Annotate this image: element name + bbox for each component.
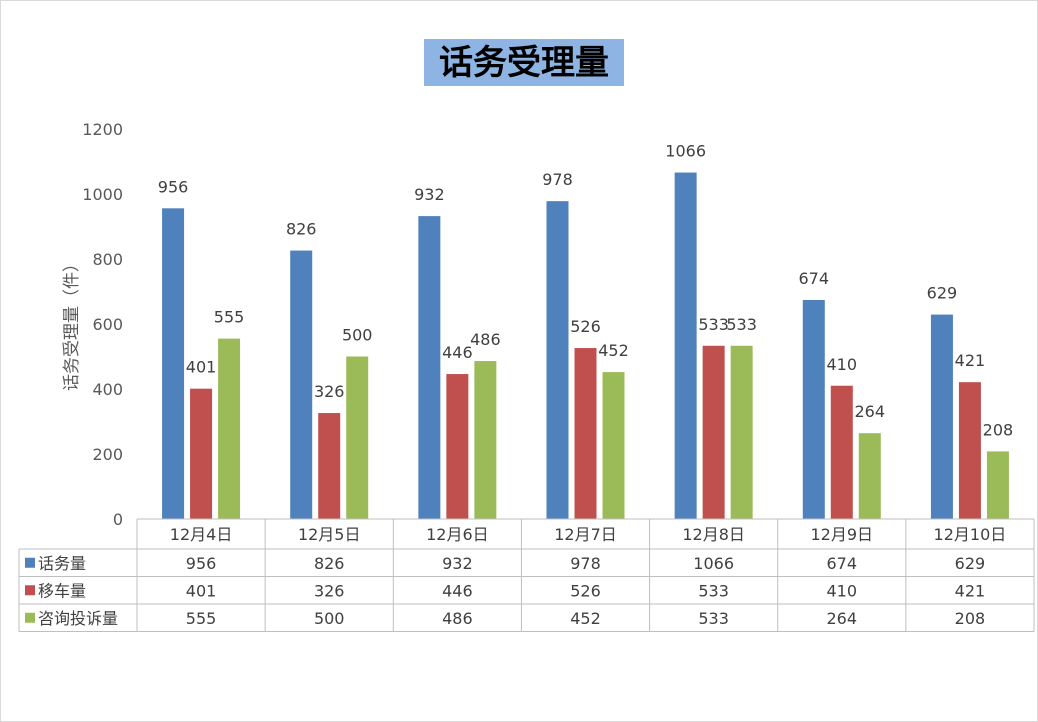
table-cell: 555 <box>186 609 217 628</box>
bar <box>190 388 213 519</box>
table-cell: 401 <box>186 582 217 601</box>
category-label: 12月4日 <box>170 525 233 544</box>
y-tick-label: 600 <box>92 315 123 334</box>
y-tick-label: 200 <box>92 445 123 464</box>
bar <box>474 361 497 519</box>
table-cell: 486 <box>442 609 473 628</box>
table-cell: 410 <box>827 582 858 601</box>
bar <box>318 413 341 519</box>
legend-label: 移车量 <box>38 582 86 601</box>
table-cell: 264 <box>827 609 858 628</box>
bar-data-label: 1066 <box>665 142 706 161</box>
legend-key <box>25 612 35 623</box>
legend-key <box>25 557 35 568</box>
bar-data-label: 526 <box>570 317 601 336</box>
bar-data-label: 932 <box>414 185 445 204</box>
category-label: 12月6日 <box>426 525 489 544</box>
bar <box>446 374 469 519</box>
bar <box>858 433 881 519</box>
legend-label: 咨询投诉量 <box>38 609 118 628</box>
bars <box>162 172 1009 520</box>
table-cell: 674 <box>827 554 858 573</box>
table-cell: 421 <box>955 582 986 601</box>
bar-data-label: 421 <box>955 351 986 370</box>
bar <box>986 451 1009 519</box>
table-cell: 1066 <box>693 554 734 573</box>
bar-data-label: 956 <box>158 177 189 196</box>
bar <box>218 338 241 519</box>
legend-key <box>25 585 35 596</box>
bar-data-label: 452 <box>598 341 629 360</box>
table-cell: 326 <box>314 582 345 601</box>
category-label: 12月10日 <box>934 525 1007 544</box>
bar-data-label: 486 <box>470 330 501 349</box>
table-cell: 629 <box>955 554 986 573</box>
category-label: 12月8日 <box>682 525 745 544</box>
bar <box>802 299 825 519</box>
bar-data-label: 826 <box>286 220 317 239</box>
table-cell: 533 <box>698 609 729 628</box>
bar-data-label: 500 <box>342 326 373 345</box>
bar-data-label: 264 <box>855 402 886 421</box>
category-label: 12月9日 <box>811 525 874 544</box>
bar <box>602 372 625 519</box>
y-axis-title: 话务受理量（件） <box>62 255 82 391</box>
bar-data-label: 629 <box>927 284 958 303</box>
y-tick-label: 1000 <box>82 185 123 204</box>
table-cell: 533 <box>698 582 729 601</box>
y-axis-ticks: 0 200 400 600 800 1000 1200 <box>82 120 123 529</box>
bar-data-label: 978 <box>542 170 573 189</box>
bar-data-label: 410 <box>827 355 858 374</box>
bar-data-label: 326 <box>314 382 345 401</box>
table-cell: 978 <box>570 554 601 573</box>
table-cell: 452 <box>570 609 601 628</box>
bar-data-label: 555 <box>214 308 245 327</box>
table-cell: 208 <box>955 609 986 628</box>
bar <box>930 314 953 519</box>
bar <box>674 172 697 520</box>
chart-title-background <box>424 39 624 86</box>
table-cell: 526 <box>570 582 601 601</box>
bar <box>546 201 569 519</box>
y-tick-label: 0 <box>113 510 123 529</box>
bar <box>730 345 753 519</box>
y-tick-label: 1200 <box>82 120 123 139</box>
bar <box>418 216 441 519</box>
bar-data-label: 533 <box>726 315 757 334</box>
bar <box>290 250 313 520</box>
bar-data-label: 446 <box>442 343 473 362</box>
y-tick-label: 800 <box>92 250 123 269</box>
bar-data-label: 208 <box>983 420 1014 439</box>
chart-title: 话务受理量 <box>439 43 609 83</box>
y-tick-label: 400 <box>92 380 123 399</box>
bar <box>162 208 185 520</box>
bar <box>830 385 853 519</box>
table-cell: 826 <box>314 554 345 573</box>
bar <box>346 356 369 519</box>
bar <box>702 345 725 519</box>
bar <box>958 382 981 519</box>
table-cell: 446 <box>442 582 473 601</box>
category-label: 12月5日 <box>298 525 361 544</box>
legend-label: 话务量 <box>38 554 86 573</box>
table-cell: 956 <box>186 554 217 573</box>
bar <box>574 348 597 519</box>
bar-data-label: 674 <box>799 269 830 288</box>
bar-data-label: 533 <box>698 315 729 334</box>
table-cell: 932 <box>442 554 473 573</box>
category-label: 12月7日 <box>554 525 617 544</box>
table-cell: 500 <box>314 609 345 628</box>
bar-data-label: 401 <box>186 358 217 377</box>
